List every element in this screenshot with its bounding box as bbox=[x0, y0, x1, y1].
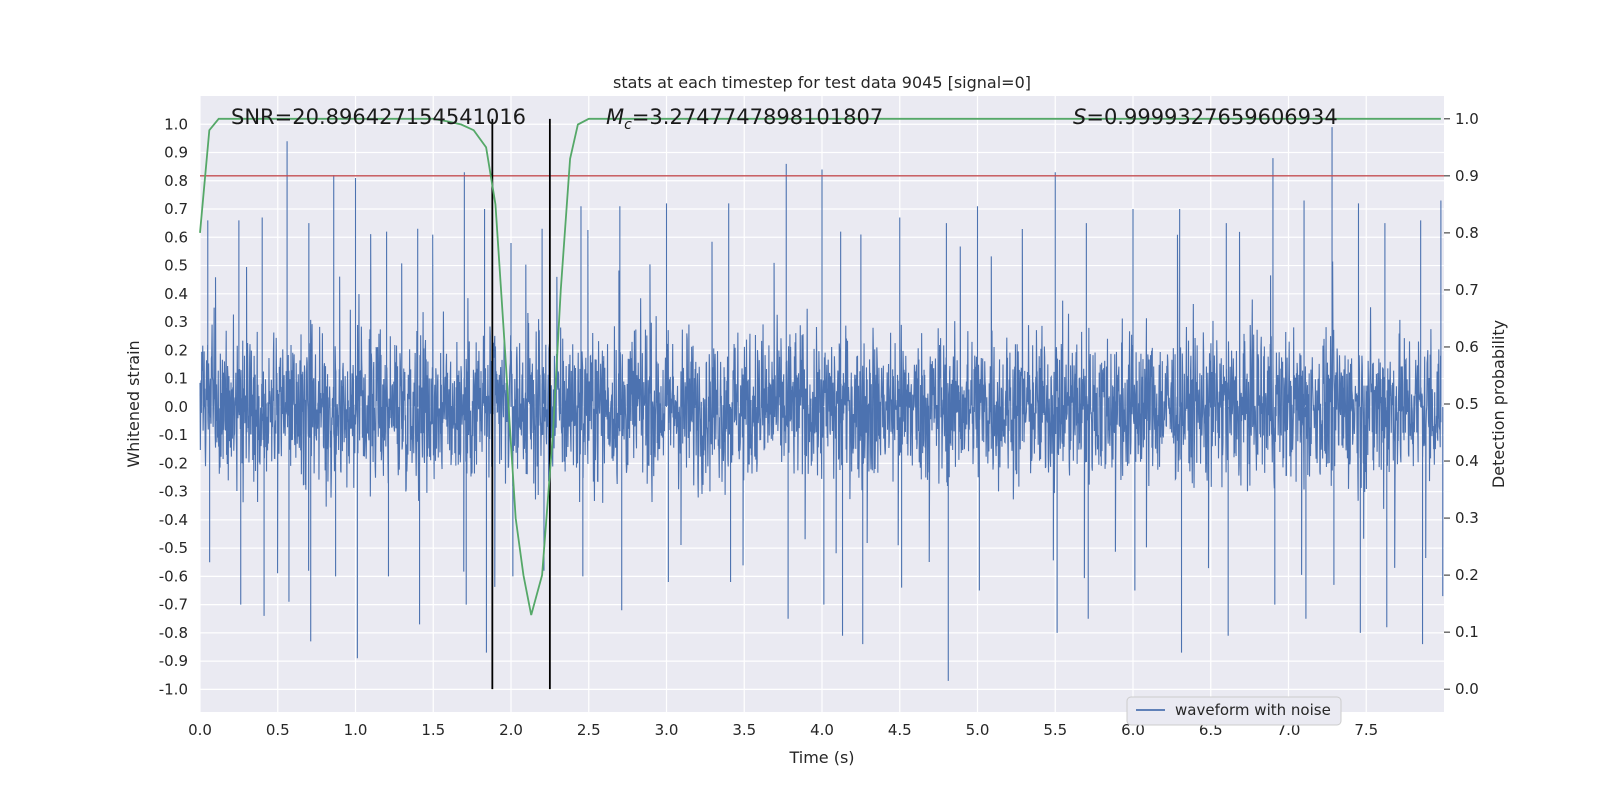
x-tick-label-11: 5.5 bbox=[1043, 721, 1067, 739]
y-left-tick-label-19: -0.9 bbox=[159, 652, 188, 670]
y-right-tick-label-0: 1.0 bbox=[1455, 110, 1479, 128]
y-right-tick-label-6: 0.4 bbox=[1455, 452, 1479, 470]
y-left-tick-label-5: 0.5 bbox=[164, 257, 188, 275]
y-right-tick-label-3: 0.7 bbox=[1455, 281, 1479, 299]
legend-label-waveform: waveform with noise bbox=[1175, 701, 1331, 719]
x-tick-label-3: 1.5 bbox=[421, 721, 445, 739]
x-tick-label-8: 4.0 bbox=[810, 721, 834, 739]
y-left-tick-label-7: 0.3 bbox=[164, 313, 188, 331]
y-left-tick-label-10: 0.0 bbox=[164, 398, 188, 416]
y-left-tick-label-15: -0.5 bbox=[159, 539, 188, 557]
x-tick-label-1: 0.5 bbox=[266, 721, 290, 739]
waveform-line bbox=[199, 127, 1444, 681]
x-tick-label-2: 1.0 bbox=[344, 721, 368, 739]
x-tick-label-10: 5.0 bbox=[966, 721, 990, 739]
y-left-tick-label-8: 0.2 bbox=[164, 341, 188, 359]
tick-labels: 0.0 0.5 1.0 1.5 2.0 2.5 3.0 3.5 4.0 4.5 5.0 5.5 6.0 6… bbox=[159, 110, 1479, 739]
chirp-mass-subscript: c bbox=[624, 117, 632, 133]
y-left-tick-label-2: 0.8 bbox=[164, 172, 188, 190]
y-left-tick-label-9: 0.1 bbox=[164, 370, 188, 388]
snr-annotation: SNR=20.896427154541016 bbox=[231, 105, 526, 129]
chart-title: stats at each timestep for test data 904… bbox=[613, 73, 1031, 92]
y-right-tick-label-8: 0.2 bbox=[1455, 566, 1479, 584]
probability-line bbox=[199, 117, 1441, 616]
x-tick-label-7: 3.5 bbox=[732, 721, 756, 739]
y-right-tick-label-5: 0.5 bbox=[1455, 395, 1479, 413]
y-left-tick-label-12: -0.2 bbox=[159, 454, 188, 472]
x-tick-label-6: 3.0 bbox=[655, 721, 679, 739]
y-left-tick-label-18: -0.8 bbox=[159, 624, 188, 642]
y-left-tick-label-0: 1.0 bbox=[164, 115, 188, 133]
x-axis-label: Time (s) bbox=[788, 748, 854, 767]
significance-annotation: S=0.9999327659606934 bbox=[1073, 105, 1338, 129]
y-left-tick-label-4: 0.6 bbox=[164, 228, 188, 246]
significance-symbol: S bbox=[1073, 105, 1086, 129]
y-axis-label-left: Whitened strain bbox=[124, 340, 143, 467]
y-left-tick-label-11: -0.1 bbox=[159, 426, 188, 444]
y-left-tick-label-16: -0.6 bbox=[159, 567, 188, 585]
chirp-mass-value: =3.2747747898101807 bbox=[632, 105, 883, 129]
event-markers bbox=[491, 118, 551, 690]
y-right-tick-label-10: 0.0 bbox=[1455, 680, 1479, 698]
x-tick-label-15: 7.5 bbox=[1354, 721, 1378, 739]
significance-value: =0.9999327659606934 bbox=[1086, 105, 1337, 129]
probability-series bbox=[199, 117, 1441, 616]
y-axis-label-right: Detection probability bbox=[1489, 320, 1508, 488]
x-tick-label-5: 2.5 bbox=[577, 721, 601, 739]
x-tick-label-0: 0.0 bbox=[188, 721, 212, 739]
y-left-tick-label-3: 0.7 bbox=[164, 200, 188, 218]
y-left-tick-label-13: -0.3 bbox=[159, 483, 188, 501]
legend: waveform with noise bbox=[1126, 696, 1342, 726]
y-left-tick-label-17: -0.7 bbox=[159, 596, 188, 614]
x-tick-label-9: 4.5 bbox=[888, 721, 912, 739]
chirp-mass-annotation: Mc=3.2747747898101807 bbox=[606, 105, 883, 133]
y-left-tick-label-6: 0.4 bbox=[164, 285, 188, 303]
y-left-tick-label-14: -0.4 bbox=[159, 511, 188, 529]
y-right-tick-label-1: 0.9 bbox=[1455, 167, 1479, 185]
y-right-tick-label-4: 0.6 bbox=[1455, 338, 1479, 356]
y-left-tick-label-20: -1.0 bbox=[159, 680, 188, 698]
x-tick-label-4: 2.0 bbox=[499, 721, 523, 739]
y-right-tick-label-2: 0.8 bbox=[1455, 224, 1479, 242]
legend-box bbox=[1126, 696, 1342, 726]
y-right-tick-label-7: 0.3 bbox=[1455, 509, 1479, 527]
waveform-series bbox=[199, 127, 1444, 681]
y-left-tick-label-1: 0.9 bbox=[164, 144, 188, 162]
y-right-tick-label-9: 0.1 bbox=[1455, 623, 1479, 641]
chirp-mass-symbol: M bbox=[606, 105, 624, 129]
